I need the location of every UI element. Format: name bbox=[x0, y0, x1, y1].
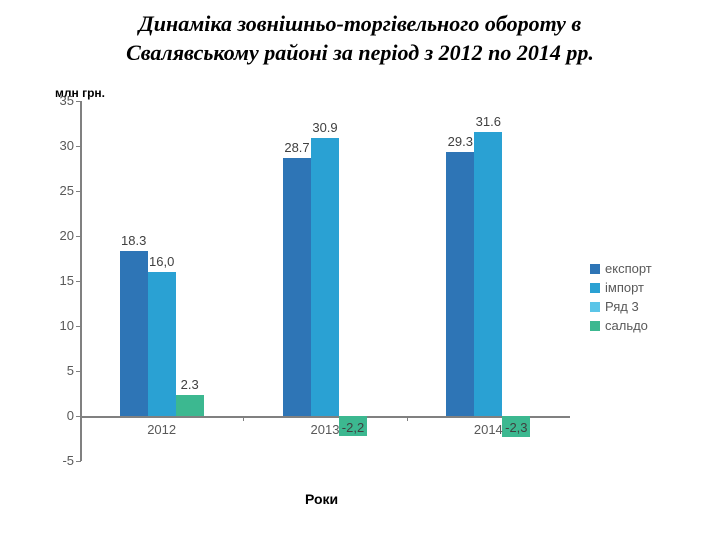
y-tick-label: -5 bbox=[34, 453, 74, 468]
bar-value-label: 16,0 bbox=[149, 254, 174, 269]
legend-label: експорт bbox=[605, 261, 652, 276]
bar-value-label: 30.9 bbox=[312, 120, 337, 135]
y-tick-mark bbox=[76, 146, 81, 147]
legend-swatch bbox=[590, 321, 600, 331]
bar bbox=[283, 158, 311, 416]
legend-item: Ряд 3 bbox=[590, 299, 710, 314]
legend-swatch bbox=[590, 264, 600, 274]
bar-value-label: 28.7 bbox=[284, 140, 309, 155]
x-axis bbox=[80, 416, 570, 418]
category-label: 2013 bbox=[311, 422, 340, 437]
y-tick-label: 0 bbox=[34, 408, 74, 423]
legend-swatch bbox=[590, 283, 600, 293]
bar bbox=[446, 152, 474, 416]
bar-value-label: -2,3 bbox=[505, 420, 527, 435]
bar-value-label: 2.3 bbox=[181, 377, 199, 392]
y-tick-label: 30 bbox=[34, 138, 74, 153]
chart-area: млн грн. -505101520253035 експортімпортР… bbox=[0, 71, 720, 531]
y-tick-mark bbox=[76, 281, 81, 282]
x-axis-label: Роки bbox=[305, 491, 338, 507]
y-tick-mark bbox=[76, 461, 81, 462]
y-tick-label: 20 bbox=[34, 228, 74, 243]
legend-item: експорт bbox=[590, 261, 710, 276]
bar-value-label: 29.3 bbox=[448, 134, 473, 149]
legend-item: сальдо bbox=[590, 318, 710, 333]
x-group-divider bbox=[243, 416, 244, 421]
bar-value-label: 18.3 bbox=[121, 233, 146, 248]
bar bbox=[120, 251, 148, 416]
legend-swatch bbox=[590, 302, 600, 312]
bar bbox=[311, 138, 339, 416]
title-line-2: Свалявському районі за період з 2012 по … bbox=[126, 40, 594, 65]
legend-label: імпорт bbox=[605, 280, 644, 295]
y-tick-label: 5 bbox=[34, 363, 74, 378]
legend-label: Ряд 3 bbox=[605, 299, 639, 314]
category-label: 2014 bbox=[474, 422, 503, 437]
category-label: 2012 bbox=[147, 422, 176, 437]
bar-value-label: -2,2 bbox=[342, 420, 364, 435]
x-group-divider bbox=[407, 416, 408, 421]
y-tick-label: 15 bbox=[34, 273, 74, 288]
bar-value-label: 31.6 bbox=[476, 114, 501, 129]
legend-item: імпорт bbox=[590, 280, 710, 295]
legend: експорт імпорт Ряд 3 сальдо bbox=[590, 261, 710, 337]
y-tick-mark bbox=[76, 371, 81, 372]
chart-title: Динаміка зовнішньо-торгівельного обороту… bbox=[0, 0, 720, 71]
y-tick-label: 35 bbox=[34, 93, 74, 108]
legend-label: сальдо bbox=[605, 318, 648, 333]
title-line-1: Динаміка зовнішньо-торгівельного обороту… bbox=[139, 11, 582, 36]
y-tick-mark bbox=[76, 101, 81, 102]
y-tick-mark bbox=[76, 326, 81, 327]
y-tick-label: 25 bbox=[34, 183, 74, 198]
bar bbox=[176, 395, 204, 416]
bar bbox=[148, 272, 176, 416]
bar bbox=[474, 132, 502, 416]
y-tick-mark bbox=[76, 191, 81, 192]
y-tick-mark bbox=[76, 236, 81, 237]
y-tick-label: 10 bbox=[34, 318, 74, 333]
